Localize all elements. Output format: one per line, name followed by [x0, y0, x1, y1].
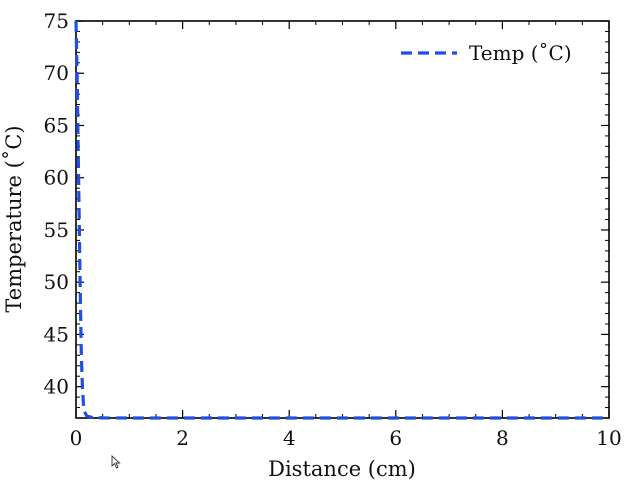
axis-ticks: [75, 20, 610, 418]
x-tick-label: 8: [496, 426, 509, 450]
mouse-cursor-icon: [111, 455, 121, 469]
series-line-0: [74, 20, 609, 420]
y-tick-label: 65: [44, 113, 69, 137]
x-tick-label: 6: [389, 426, 402, 450]
tick-labels: 0 2 4 6 8 10 40 45 50 55 60 65 70 75: [44, 9, 622, 450]
plot-area: [75, 20, 610, 419]
legend-entry-temp: Temp (˚C): [469, 41, 572, 65]
x-tick-label: 2: [176, 426, 189, 450]
y-axis-label: Temperature (˚C): [2, 125, 26, 312]
y-tick-label: 75: [44, 9, 69, 33]
x-tick-label: 0: [70, 426, 83, 450]
series-layer: [74, 20, 609, 420]
y-tick-label: 55: [44, 218, 69, 242]
x-tick-label: 4: [283, 426, 296, 450]
y-tick-label: 70: [44, 61, 69, 85]
x-axis-label: Distance (cm): [268, 457, 416, 480]
y-tick-label: 40: [44, 375, 69, 399]
x-tick-label: 10: [596, 426, 621, 450]
y-tick-label: 60: [44, 166, 69, 190]
y-tick-label: 50: [44, 270, 69, 294]
legend: Temp (˚C): [401, 41, 572, 65]
y-tick-label: 45: [44, 322, 69, 346]
